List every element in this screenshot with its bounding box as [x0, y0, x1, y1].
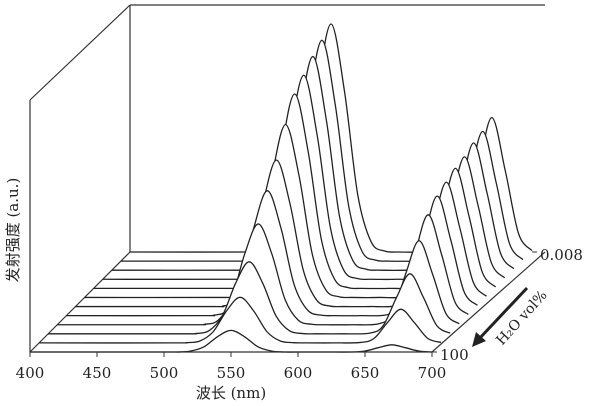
x-tick-label: 600	[284, 364, 313, 382]
x-tick-label: 650	[351, 364, 380, 382]
y-axis-label: 发射强度 (a.u.)	[4, 178, 22, 283]
z-tick-label: 0.008	[540, 246, 583, 264]
x-tick-label: 550	[217, 364, 246, 382]
z-arrow	[476, 286, 529, 342]
spectrum-line	[48, 261, 451, 335]
x-axis-label: 波长 (nm)	[196, 384, 266, 402]
curves	[29, 23, 533, 353]
x-tick-label: 500	[150, 364, 179, 382]
z-axis-label: H₂O vol%	[493, 287, 550, 348]
floor-left-edge	[29, 251, 131, 353]
z-arrow-head	[472, 332, 486, 347]
frame	[29, 4, 546, 353]
x-tick-label: 700	[418, 364, 447, 382]
left-wall-top	[29, 4, 131, 101]
x-tick-label: 400	[16, 364, 45, 382]
z-tick-label: 100	[440, 346, 469, 364]
curve-fill	[39, 297, 442, 343]
x-tick-label: 450	[83, 364, 112, 382]
spectrum-line	[39, 296, 442, 344]
spectrum-line	[57, 223, 460, 326]
curve-fill	[30, 330, 432, 353]
floor-right-edge	[431, 251, 546, 353]
curve-fill	[48, 261, 451, 334]
